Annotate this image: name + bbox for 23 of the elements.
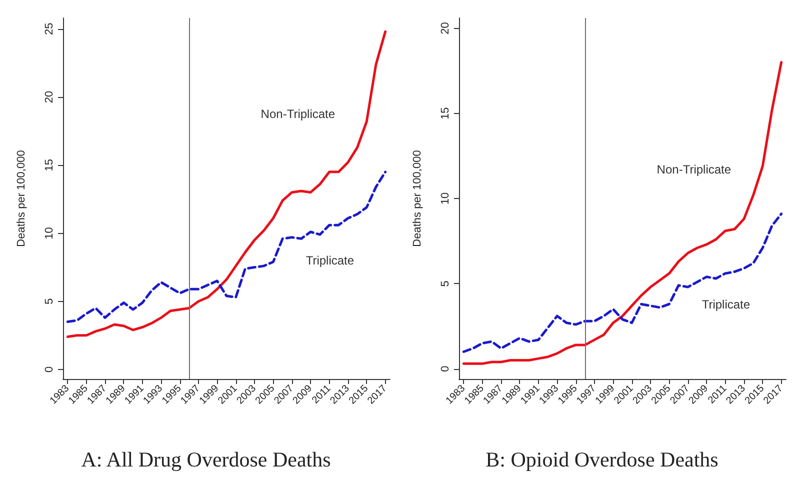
y-tick-label: 5 [440, 280, 452, 287]
text: B: Opioid Overdose Deaths [486, 448, 718, 472]
line-series [66, 30, 387, 338]
y-tick-label: 15 [440, 107, 452, 120]
y-tick-label: 25 [44, 22, 56, 36]
y-tick-label: 15 [44, 159, 56, 172]
line-series [66, 170, 387, 324]
y-tick-label: 0 [44, 366, 56, 373]
y-tick-label: 20 [44, 90, 56, 104]
y-tick-label: 10 [44, 227, 56, 240]
y-tick-label: 20 [440, 22, 452, 34]
y-tick-label: 5 [44, 298, 56, 304]
y-tick-label: 10 [440, 192, 452, 205]
y-axis-title: Deaths per 100,000 [412, 150, 424, 247]
text: Non-Triplicate [656, 162, 732, 176]
line-series [462, 212, 783, 354]
series-label: Triplicate [702, 298, 750, 312]
y-tick-label: 0 [440, 366, 452, 372]
line-series [462, 61, 783, 365]
text: Non-Triplicate [260, 107, 336, 122]
y-axis-title: Deaths per 100,000 [16, 150, 28, 247]
text: A: All Drug Overdose Deaths [81, 448, 331, 472]
series-label: Triplicate [306, 254, 354, 268]
